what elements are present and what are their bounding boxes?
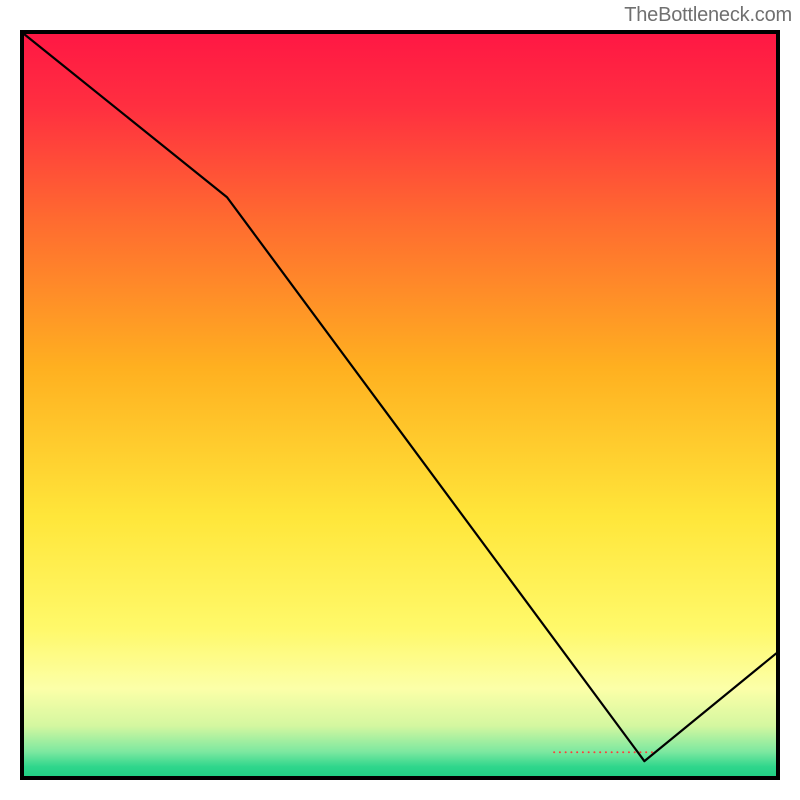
attribution-text: TheBottleneck.com [624, 4, 792, 27]
bottleneck-chart [20, 30, 780, 780]
chart-svg [20, 30, 780, 780]
